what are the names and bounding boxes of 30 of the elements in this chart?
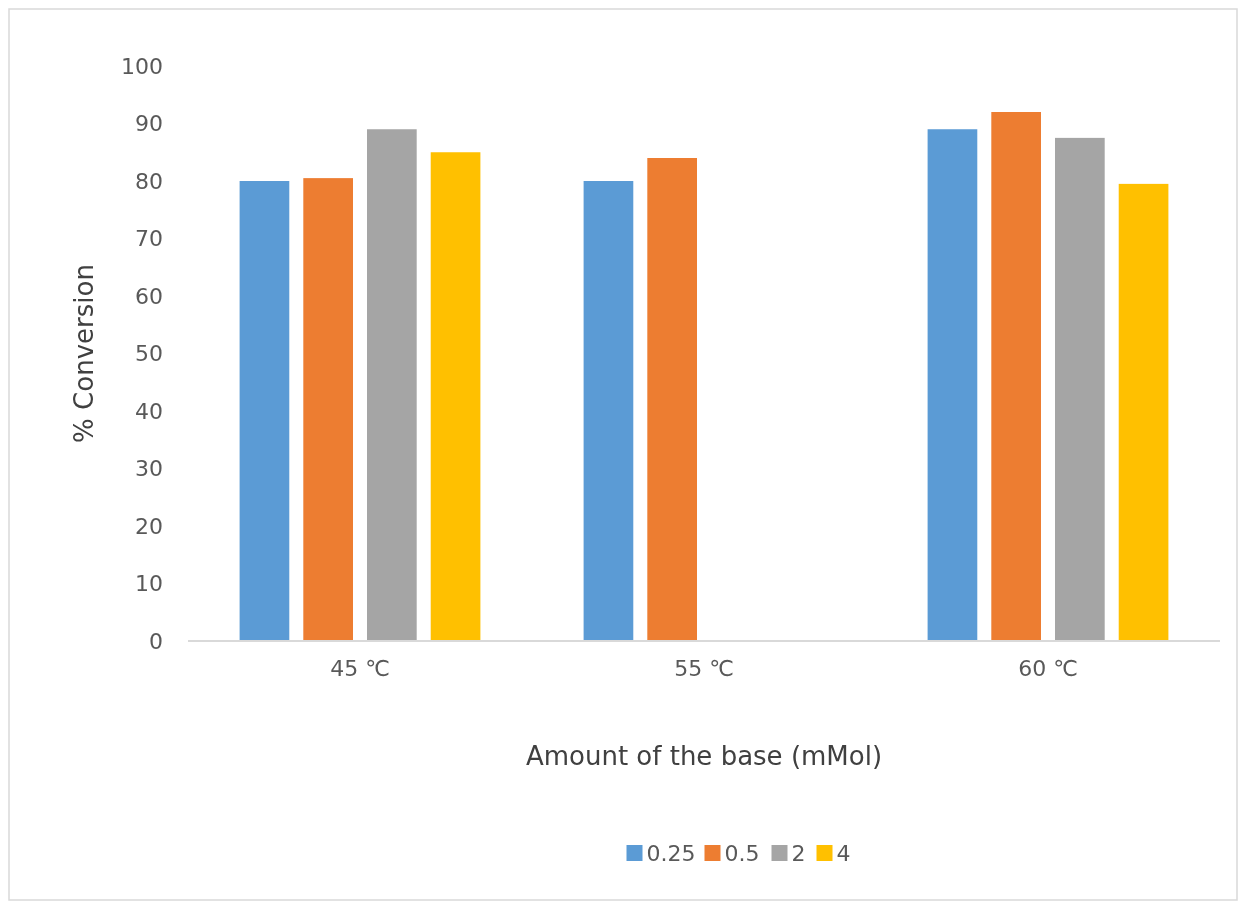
bar [430, 152, 481, 641]
bar [303, 178, 353, 641]
y-tick-label: 30 [135, 456, 163, 482]
y-tick-label: 80 [135, 168, 163, 194]
legend-label: 0.25 [646, 840, 696, 866]
bar [1055, 137, 1105, 641]
x-tick-label: 55 ℃ [674, 656, 734, 681]
bar [1118, 183, 1169, 641]
x-tick-label: 45 ℃ [330, 656, 390, 681]
legend-label: 0.5 [724, 840, 760, 866]
x-axis-title: Amount of the base (mMol) [525, 741, 883, 771]
legend-label: 2 [791, 840, 806, 866]
bar [239, 181, 290, 641]
y-tick-label: 40 [135, 398, 163, 424]
y-tick-label: 60 [135, 283, 163, 309]
bar [927, 129, 978, 641]
bar [647, 158, 697, 641]
x-tick-label: 60 ℃ [1018, 656, 1078, 681]
y-tick-label: 0 [149, 628, 163, 654]
y-tick-label: 70 [135, 226, 163, 252]
y-tick-label: 10 [135, 571, 163, 597]
legend-label: 4 [836, 840, 851, 866]
bar [367, 129, 417, 641]
y-tick-label: 50 [135, 341, 163, 367]
y-tick-label: 90 [135, 111, 163, 137]
bar [583, 181, 634, 641]
y-tick-label: 100 [121, 53, 163, 79]
y-axis-title: % Conversion [69, 264, 99, 443]
y-tick-label: 20 [135, 513, 163, 539]
bar [991, 112, 1041, 641]
